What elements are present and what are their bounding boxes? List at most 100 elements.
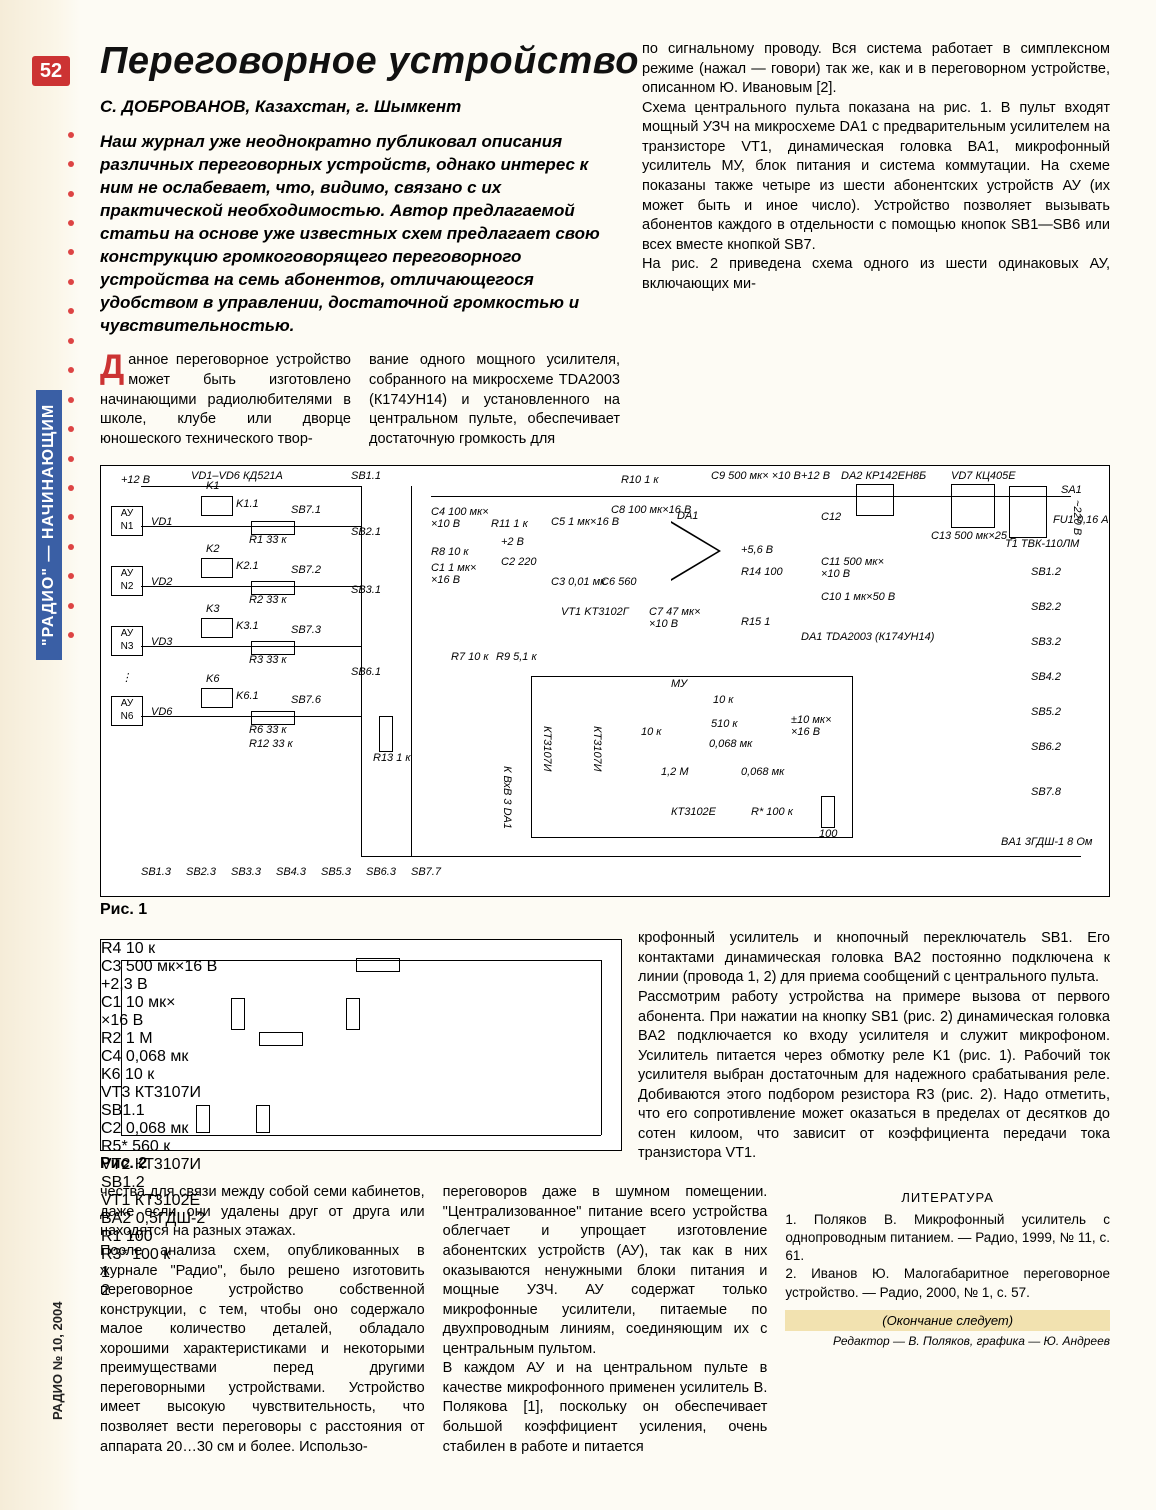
f1-sb53: SB5.3: [321, 866, 351, 878]
figure-2: R4 10 к C3 500 мк×16 В +2,3 В C1 10 мк× …: [100, 939, 622, 1151]
f1-vd7: VD7 КЦ405Е: [951, 470, 1016, 482]
f1-t1: T1 ТВК-110ЛМ: [1005, 538, 1079, 550]
f1-r7: R7 10 к: [451, 651, 489, 663]
f1-trafo: [1009, 486, 1047, 538]
f1-p56: +5,6 В: [741, 544, 773, 556]
f1-vt1: VT1 KT3102Г: [561, 606, 629, 618]
f2-vt1: VT1 КТ3102Е: [101, 1192, 621, 1210]
f1-ten: 10 к: [713, 694, 734, 706]
f1-sb76: SB7.6: [291, 694, 321, 706]
f2-vt2: VT2 КТ3107И: [101, 1156, 621, 1174]
side-issue-label: РАДИО № 10, 2004: [50, 1302, 65, 1420]
f1-sb52: SB5.2: [1031, 706, 1061, 718]
f1-sb21: SB2.1: [351, 526, 381, 538]
f1-r3: R3 33 к: [249, 654, 287, 666]
figure-1-caption: Рис. 1: [100, 901, 1110, 919]
f1-c1: C1 1 мк× ×16 В: [431, 562, 476, 586]
f1-r2b: [251, 581, 295, 595]
f1-r6b: [251, 711, 295, 725]
f1-p12v2: +12 В: [801, 470, 830, 482]
f1-sb71: SB7.1: [291, 504, 321, 516]
f1-r9: R9 5,1 к: [496, 651, 537, 663]
f1-c7: C7 47 мк× ×10 В: [649, 606, 701, 630]
editor-line: Редактор — В. Поляков, графика — Ю. Андр…: [785, 1333, 1110, 1349]
f2-vt3: VT3 КТ3107И: [101, 1084, 621, 1102]
f1-ba1: BA1 3ГДШ-1 8 Ом: [1001, 836, 1092, 848]
f1-rvlbl: 100: [819, 828, 837, 840]
f1-k61: K6.1: [236, 690, 259, 702]
intro-two-col: Д анное переговорное устройство может бы…: [100, 351, 620, 449]
f1-kt3107: КТ3107И: [541, 726, 553, 772]
f1-r12: R12 33 к: [249, 738, 293, 750]
f2-r1b: [196, 1105, 210, 1133]
f2-r5b: [259, 1032, 303, 1046]
f1-ay3: АУ N3: [111, 626, 143, 656]
f1-kdai: К ВхВ 3 DA1: [501, 766, 513, 829]
f1-k21: K2.1: [236, 560, 259, 572]
f1-k2box: [201, 558, 233, 578]
f1-k1box: [201, 496, 233, 516]
fig2-row: R4 10 к C3 500 мк×16 В +2,3 В C1 10 мк× …: [100, 929, 1110, 1183]
f1-c6: C6 560: [601, 576, 636, 588]
f1-pm10: ±10 мк× ×16 В: [791, 714, 832, 738]
f1-kt3102e: КТ3102Е: [671, 806, 716, 818]
margin-dots: [68, 120, 78, 650]
f2-p23: +2,3 В: [101, 976, 621, 994]
f1-sb23: SB2.3: [186, 866, 216, 878]
right-top-text: по сигнальному проводу. Вся система рабо…: [642, 40, 1110, 294]
f1-c4: C4 100 мк× ×10 В: [431, 506, 489, 530]
f2-l1: 1: [101, 1264, 621, 1282]
intro-col1: Д анное переговорное устройство может бы…: [100, 351, 351, 449]
f1-kt3107b: КТ3107И: [591, 726, 603, 772]
f1-k3: K3: [206, 603, 219, 615]
f2-r2b: [231, 998, 245, 1030]
f1-rv: [821, 796, 835, 828]
dropcap: Д: [100, 351, 128, 382]
f1-da1: DA1: [677, 510, 698, 522]
page-number: 52: [32, 56, 70, 86]
f1-k31: K3.1: [236, 620, 259, 632]
content-area: по сигнальному проводу. Вся система рабо…: [100, 40, 1110, 1457]
f1-sb73: SB7.3: [291, 624, 321, 636]
f1-da2box: [856, 484, 894, 516]
f2-c1: C1 10 мк× ×16 В: [101, 994, 621, 1030]
f2-r3: R3* 100 к: [101, 1246, 621, 1264]
f1-sb43: SB4.3: [276, 866, 306, 878]
f1-r10: R10 1 к: [621, 474, 659, 486]
mid-right-text: крофонный усилитель и кнопочный переключ…: [638, 929, 1110, 1183]
lead-paragraph: Наш журнал уже неоднократно публиковал о…: [100, 131, 620, 337]
intro-col2: вание одного мощного усилителя, собранно…: [369, 351, 620, 449]
f2-r5: R5* 560 к: [101, 1138, 621, 1156]
f1-r11: R11 1 к: [491, 518, 528, 530]
f2-r1: R1 100: [101, 1228, 621, 1246]
f1-r14: R14 100: [741, 566, 783, 578]
f1-510: 510 к: [711, 718, 738, 730]
f1-ay1: АУ N1: [111, 506, 143, 536]
f1-r2: R2 33 к: [249, 594, 287, 606]
f1-r13b: [379, 716, 393, 752]
f2-k6: K6 10 к: [101, 1066, 621, 1084]
f1-c11: C11 500 мк× ×10 В: [821, 556, 884, 580]
f2-ba2: BA2 0,5ГДШ-2: [101, 1210, 621, 1228]
bottom-col3: ЛИТЕРАТУРА 1. Поляков В. Микрофонный уси…: [785, 1183, 1110, 1457]
end-note: (Окончание следует): [785, 1310, 1110, 1332]
f1-ten2: 10 к: [641, 726, 662, 738]
f1-sb42: SB4.2: [1031, 671, 1061, 683]
f2-r3b: [256, 1105, 270, 1133]
f1-r3b: [251, 641, 295, 655]
f1-k6: K6: [206, 673, 219, 685]
f1-sb72: SB7.2: [291, 564, 321, 576]
header-block: по сигнальному проводу. Вся система рабо…: [100, 40, 1110, 449]
f1-p28: +2 В: [501, 536, 524, 548]
side-section-label: "РАДИО" — НАЧИНАЮЩИМ: [36, 390, 62, 660]
f1-sb78: SB7.8: [1031, 786, 1061, 798]
lit-1: 1. Поляков В. Микрофонный усилитель с од…: [785, 1211, 1110, 1266]
f1-c12: C12: [821, 511, 841, 523]
f2-r4: R4 10 к: [101, 940, 621, 958]
figure-1: +12 В VD1–VD6 КД521А SB1.1 R10 1 к C9 50…: [100, 465, 1110, 897]
f1-sb32: SB3.2: [1031, 636, 1061, 648]
f1-da1-tri-fill: [671, 523, 718, 579]
f1-r13: R13 1 к: [373, 752, 411, 764]
f1-da2: DA2 КР142ЕН8Б: [841, 470, 926, 482]
f1-sb77: SB7.7: [411, 866, 441, 878]
